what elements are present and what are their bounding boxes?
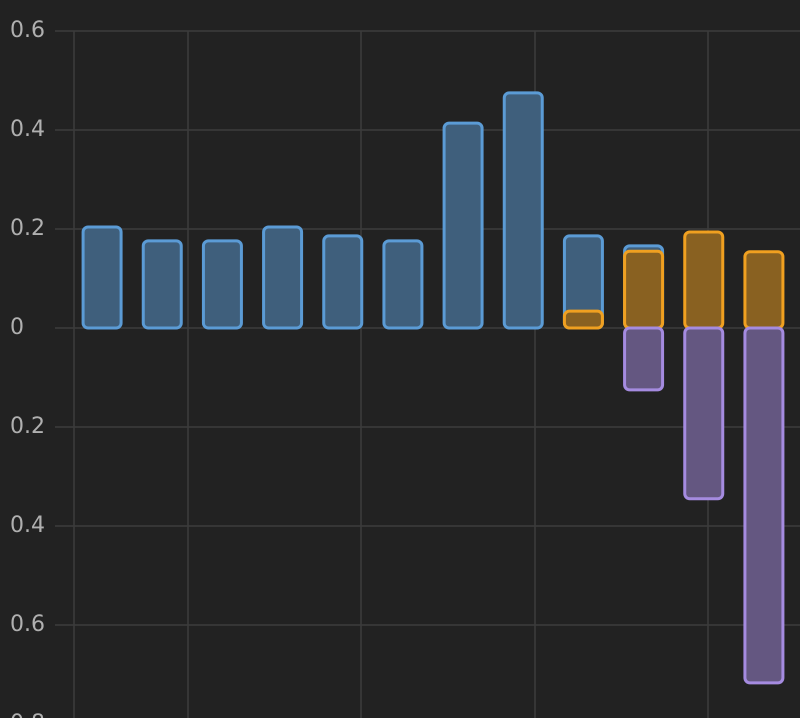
bar <box>442 121 484 330</box>
bar <box>743 250 785 330</box>
y-tick-label: 0.6 <box>10 612 45 637</box>
y-tick-label: 0.8 <box>10 711 45 718</box>
bar <box>562 309 604 330</box>
y-tick-label: 0.2 <box>10 216 45 241</box>
bar <box>683 326 725 501</box>
bar <box>683 230 725 330</box>
y-tick-label: 0 <box>10 315 24 340</box>
bar <box>262 225 304 330</box>
bar <box>322 234 364 330</box>
bar <box>141 239 183 330</box>
bar <box>502 91 544 330</box>
vertical-grid <box>73 31 709 718</box>
bar <box>382 239 424 330</box>
y-tick-label: 0.6 <box>10 18 45 43</box>
bar <box>623 326 665 392</box>
y-tick-label: 0.4 <box>10 117 45 142</box>
bar <box>623 249 665 330</box>
bar <box>201 239 243 330</box>
y-tick-label: 0.2 <box>10 414 45 439</box>
bar <box>81 225 123 330</box>
bar <box>743 326 785 685</box>
y-tick-label: 0.4 <box>10 513 45 538</box>
